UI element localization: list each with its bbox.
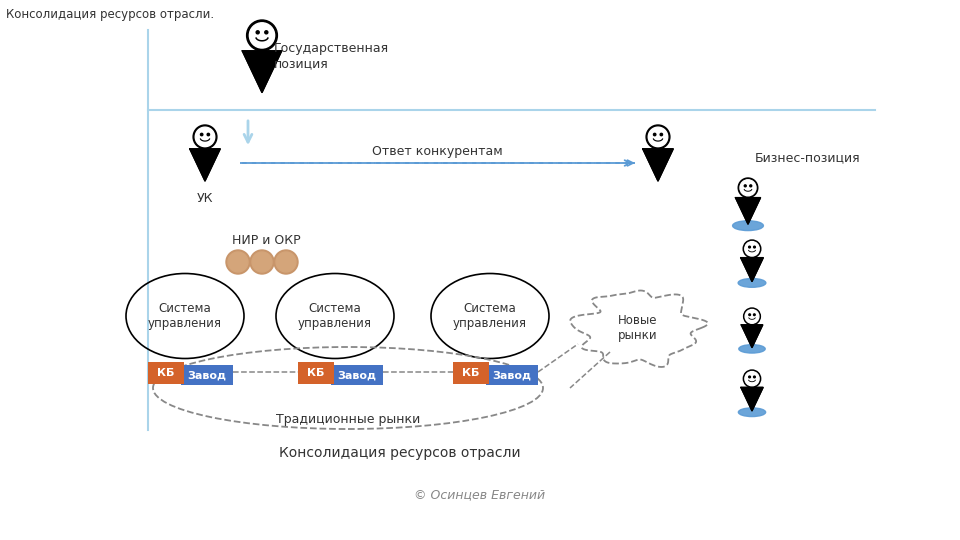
Circle shape (754, 376, 756, 378)
FancyBboxPatch shape (331, 365, 383, 385)
Circle shape (745, 241, 759, 256)
Circle shape (749, 314, 751, 315)
Text: Бизнес-позиция: Бизнес-позиция (755, 152, 860, 165)
Text: Консолидация ресурсов отрасли.: Консолидация ресурсов отрасли. (6, 8, 214, 21)
Ellipse shape (732, 221, 763, 231)
Polygon shape (642, 149, 673, 181)
Circle shape (745, 309, 759, 323)
Circle shape (749, 376, 751, 378)
Text: Система
управления: Система управления (148, 302, 222, 330)
Text: Система
управления: Система управления (453, 302, 527, 330)
Circle shape (646, 125, 670, 149)
Circle shape (226, 250, 250, 274)
Circle shape (743, 240, 761, 258)
Circle shape (252, 252, 272, 272)
Circle shape (750, 185, 752, 187)
Ellipse shape (739, 345, 765, 353)
Text: Завод: Завод (187, 370, 227, 380)
Polygon shape (242, 51, 282, 92)
Circle shape (247, 20, 277, 51)
Text: УК: УК (197, 192, 213, 205)
Circle shape (228, 252, 248, 272)
Circle shape (207, 133, 209, 136)
Circle shape (745, 372, 759, 386)
Text: Консолидация ресурсов отрасли: Консолидация ресурсов отрасли (279, 446, 521, 460)
Text: НИР и ОКР: НИР и ОКР (232, 234, 300, 247)
Polygon shape (741, 387, 763, 411)
Circle shape (654, 133, 656, 136)
Circle shape (265, 31, 268, 34)
Circle shape (250, 23, 275, 48)
Circle shape (738, 178, 757, 198)
Circle shape (250, 250, 274, 274)
Circle shape (740, 180, 756, 196)
Polygon shape (741, 258, 763, 281)
Text: Завод: Завод (338, 370, 376, 380)
Text: Ответ конкурентам: Ответ конкурентам (372, 145, 503, 158)
Circle shape (743, 370, 760, 387)
Text: КБ: КБ (463, 368, 480, 378)
FancyBboxPatch shape (453, 362, 489, 384)
Circle shape (744, 185, 746, 187)
Circle shape (256, 31, 259, 34)
Circle shape (660, 133, 662, 136)
Circle shape (201, 133, 203, 136)
Ellipse shape (738, 408, 766, 416)
Polygon shape (735, 198, 760, 224)
Text: Завод: Завод (492, 370, 532, 380)
Circle shape (195, 127, 215, 147)
Polygon shape (741, 325, 763, 348)
Circle shape (749, 246, 751, 248)
FancyBboxPatch shape (486, 365, 538, 385)
Polygon shape (190, 149, 220, 181)
Circle shape (193, 125, 217, 149)
Circle shape (754, 314, 756, 315)
Text: Государственная
позиция: Государственная позиция (274, 42, 389, 70)
Text: Система
управления: Система управления (298, 302, 372, 330)
Text: КБ: КБ (157, 368, 175, 378)
FancyBboxPatch shape (298, 362, 334, 384)
Text: © Осинцев Евгений: © Осинцев Евгений (415, 489, 545, 502)
FancyBboxPatch shape (148, 362, 184, 384)
Circle shape (648, 127, 668, 147)
Circle shape (744, 308, 760, 325)
Circle shape (274, 250, 298, 274)
Text: Традиционные рынки: Традиционные рынки (276, 414, 420, 427)
Ellipse shape (738, 279, 766, 287)
Text: Новые
рынки: Новые рынки (618, 314, 658, 342)
Text: КБ: КБ (307, 368, 324, 378)
Circle shape (276, 252, 296, 272)
Circle shape (754, 246, 756, 248)
FancyBboxPatch shape (181, 365, 233, 385)
